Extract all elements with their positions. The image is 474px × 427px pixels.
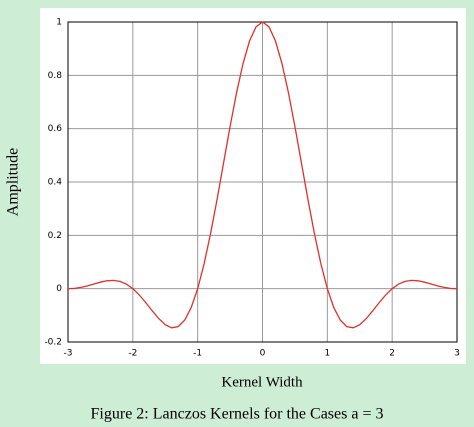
- y-tick-label: 0: [56, 284, 62, 294]
- plot-panel: [40, 8, 466, 364]
- caption: Figure 2: Lanczos Kernels for the Cases …: [91, 406, 384, 423]
- x-axis-label: Kernel Width: [221, 374, 303, 390]
- y-tick-label: 0.4: [48, 178, 63, 188]
- x-tick-label: 3: [454, 349, 460, 359]
- x-tick-label: 1: [324, 349, 330, 359]
- y-tick-label: 0.6: [48, 124, 63, 134]
- x-tick-label: 0: [260, 349, 266, 359]
- y-tick-label: 1: [56, 18, 62, 28]
- x-tick-label: -3: [64, 349, 73, 359]
- x-tick-label: -1: [193, 349, 202, 359]
- y-tick-label: 0.8: [48, 71, 63, 81]
- y-axis-label: Amplitude: [5, 148, 22, 216]
- x-tick-label: 2: [389, 349, 395, 359]
- y-tick-label: 0.2: [48, 231, 62, 241]
- y-tick-label: -0.2: [44, 338, 62, 348]
- x-tick-label: -2: [128, 349, 137, 359]
- line-series: [67, 21, 458, 329]
